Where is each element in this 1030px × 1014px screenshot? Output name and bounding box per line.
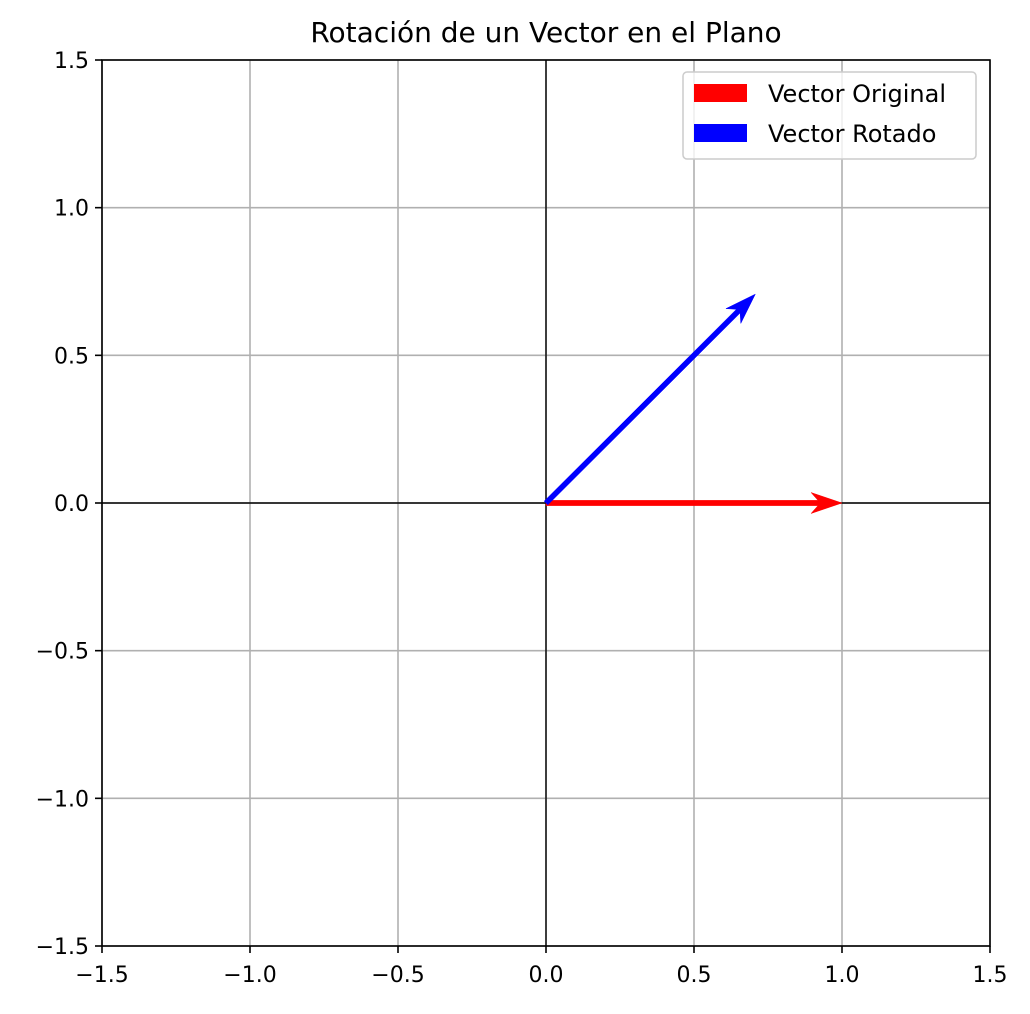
x-axis-ticks: −1.5 −1.0 −0.5 0.0 0.5 1.0 1.5 [75, 946, 1008, 988]
x-tick-label-4: 0.5 [677, 963, 712, 988]
x-tick-label-1: −1.0 [223, 963, 276, 988]
legend-frame [682, 71, 977, 160]
x-tick-label-0: −1.5 [75, 963, 128, 988]
y-tick-label-6: 1.5 [54, 49, 89, 74]
x-tick-label-2: −0.5 [371, 963, 424, 988]
vectors [543, 293, 843, 515]
x-tick-label-6: 1.5 [973, 963, 1008, 988]
y-tick-label-3: 0.0 [54, 492, 89, 517]
chart-title: Rotación de un Vector en el Plano [310, 16, 781, 49]
vector-arrow-0 [545, 491, 843, 515]
y-tick-label-5: 1.0 [54, 197, 89, 222]
legend-swatch-0 [694, 84, 747, 102]
legend-label-0: Vector Original [768, 80, 946, 108]
y-tick-label-1: −1.0 [36, 787, 89, 812]
x-tick-label-3: 0.0 [529, 963, 564, 988]
legend-swatch-1 [694, 124, 747, 142]
x-tick-label-5: 1.0 [825, 963, 860, 988]
legend: Vector Original Vector Rotado [682, 71, 977, 160]
y-tick-label-4: 0.5 [54, 344, 89, 369]
y-tick-label-2: −0.5 [36, 640, 89, 665]
vector-arrow-1 [543, 293, 756, 506]
y-axis-ticks: −1.5 −1.0 −0.5 0.0 0.5 1.0 1.5 [36, 49, 102, 960]
legend-label-1: Vector Rotado [768, 120, 936, 148]
y-tick-label-0: −1.5 [36, 935, 89, 960]
